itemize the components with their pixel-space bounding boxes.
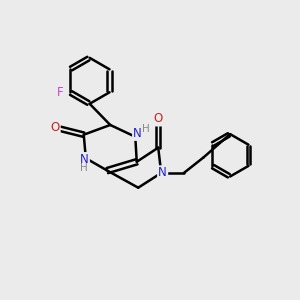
Text: N: N [80,153,89,166]
Text: F: F [57,86,64,99]
Text: H: H [80,163,88,173]
Text: H: H [142,124,149,134]
Text: N: N [133,127,142,140]
Text: O: O [50,121,59,134]
Text: N: N [158,167,167,179]
Text: O: O [154,112,163,125]
